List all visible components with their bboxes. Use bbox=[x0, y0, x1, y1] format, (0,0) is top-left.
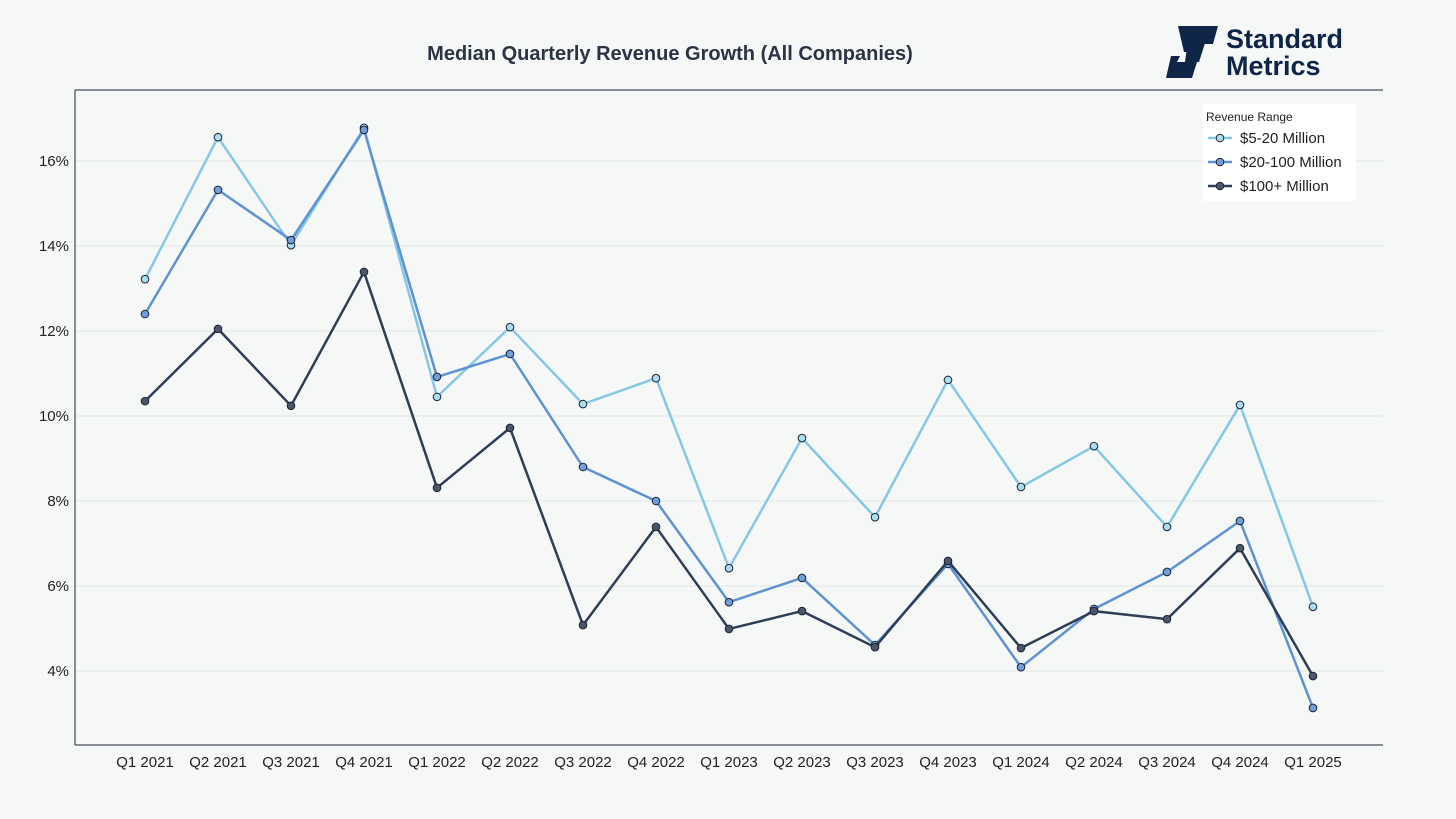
data-point bbox=[724, 563, 734, 573]
y-tick-label: 4% bbox=[47, 663, 69, 680]
series-line bbox=[143, 128, 1315, 709]
x-tick-label: Q3 2021 bbox=[262, 754, 320, 771]
data-point bbox=[140, 309, 150, 319]
x-tick-label: Q4 2021 bbox=[335, 754, 393, 771]
legend-label: $20-100 Million bbox=[1240, 154, 1342, 171]
data-point bbox=[359, 125, 369, 135]
data-point bbox=[213, 132, 223, 142]
data-point bbox=[286, 401, 296, 411]
series-line bbox=[144, 270, 1315, 677]
x-tick-label: Q3 2022 bbox=[554, 754, 612, 771]
data-point bbox=[651, 373, 661, 383]
data-point bbox=[870, 642, 880, 652]
legend-swatch-marker bbox=[1215, 181, 1225, 191]
legend: Revenue Range $5-20 Million $20-100 Millio… bbox=[1203, 104, 1356, 201]
data-point bbox=[651, 496, 661, 506]
data-point bbox=[870, 512, 880, 522]
y-tick-label: 6% bbox=[47, 578, 69, 595]
y-tick-label: 14% bbox=[39, 238, 69, 255]
data-point bbox=[943, 556, 953, 566]
data-point bbox=[505, 423, 515, 433]
logo-mark-icon bbox=[1166, 26, 1218, 78]
logo-text-line2: Metrics bbox=[1226, 51, 1321, 81]
x-tick-label: Q2 2021 bbox=[189, 754, 247, 771]
x-tick-label: Q2 2023 bbox=[773, 754, 831, 771]
legend-label: $100+ Million bbox=[1240, 178, 1329, 195]
data-point bbox=[1162, 522, 1172, 532]
x-tick-label: Q1 2022 bbox=[408, 754, 466, 771]
data-point bbox=[943, 375, 953, 385]
data-point bbox=[797, 433, 807, 443]
y-tick-label: 12% bbox=[39, 323, 69, 340]
data-point bbox=[432, 372, 442, 382]
data-point bbox=[213, 324, 223, 334]
legend-title: Revenue Range bbox=[1206, 110, 1293, 124]
logo: Standard Metrics bbox=[1166, 24, 1343, 81]
chart-title: Median Quarterly Revenue Growth (All Com… bbox=[427, 43, 913, 65]
y-tick-label: 16% bbox=[39, 153, 69, 170]
x-tick-label: Q4 2023 bbox=[919, 754, 977, 771]
x-tick-label: Q2 2022 bbox=[481, 754, 539, 771]
data-point bbox=[1089, 606, 1099, 616]
series-3 bbox=[140, 267, 1318, 681]
y-tick-label: 8% bbox=[47, 493, 69, 510]
data-point bbox=[1308, 602, 1318, 612]
x-tick-label: Q3 2023 bbox=[846, 754, 904, 771]
y-tick-label: 10% bbox=[39, 408, 69, 425]
data-point bbox=[578, 462, 588, 472]
data-point bbox=[1016, 482, 1026, 492]
data-point bbox=[1308, 671, 1318, 681]
data-point bbox=[432, 392, 442, 402]
data-point bbox=[1235, 400, 1245, 410]
legend-label: $5-20 Million bbox=[1240, 130, 1325, 147]
x-tick-label: Q1 2024 bbox=[992, 754, 1050, 771]
data-point bbox=[1162, 614, 1172, 624]
data-point bbox=[140, 274, 150, 284]
series-2 bbox=[140, 125, 1318, 713]
data-point bbox=[1308, 703, 1318, 713]
data-point bbox=[505, 322, 515, 332]
data-point bbox=[505, 349, 515, 359]
x-tick-label: Q1 2023 bbox=[700, 754, 758, 771]
series-line bbox=[143, 126, 1315, 608]
data-point bbox=[1162, 567, 1172, 577]
x-tick-label: Q1 2021 bbox=[116, 754, 174, 771]
data-point bbox=[578, 620, 588, 630]
legend-swatch-marker bbox=[1215, 157, 1225, 167]
x-tick-label: Q3 2024 bbox=[1138, 754, 1196, 771]
data-point bbox=[213, 185, 223, 195]
data-point bbox=[1089, 441, 1099, 451]
data-point bbox=[286, 235, 296, 245]
data-point bbox=[359, 267, 369, 277]
logo-text-line1: Standard bbox=[1226, 24, 1343, 54]
data-point bbox=[724, 597, 734, 607]
data-point bbox=[1016, 643, 1026, 653]
data-point bbox=[1016, 662, 1026, 672]
data-point bbox=[651, 522, 661, 532]
x-tick-label: Q1 2025 bbox=[1284, 754, 1342, 771]
data-point bbox=[1235, 543, 1245, 553]
data-point bbox=[724, 624, 734, 634]
data-point bbox=[432, 483, 442, 493]
legend-swatch-marker bbox=[1215, 133, 1225, 143]
x-tick-label: Q4 2024 bbox=[1211, 754, 1269, 771]
data-point bbox=[797, 606, 807, 616]
series-1 bbox=[140, 123, 1318, 612]
x-tick-label: Q4 2022 bbox=[627, 754, 685, 771]
x-tick-label: Q2 2024 bbox=[1065, 754, 1123, 771]
data-point bbox=[797, 573, 807, 583]
data-point bbox=[578, 399, 588, 409]
data-point bbox=[1235, 516, 1245, 526]
data-point bbox=[140, 396, 150, 406]
